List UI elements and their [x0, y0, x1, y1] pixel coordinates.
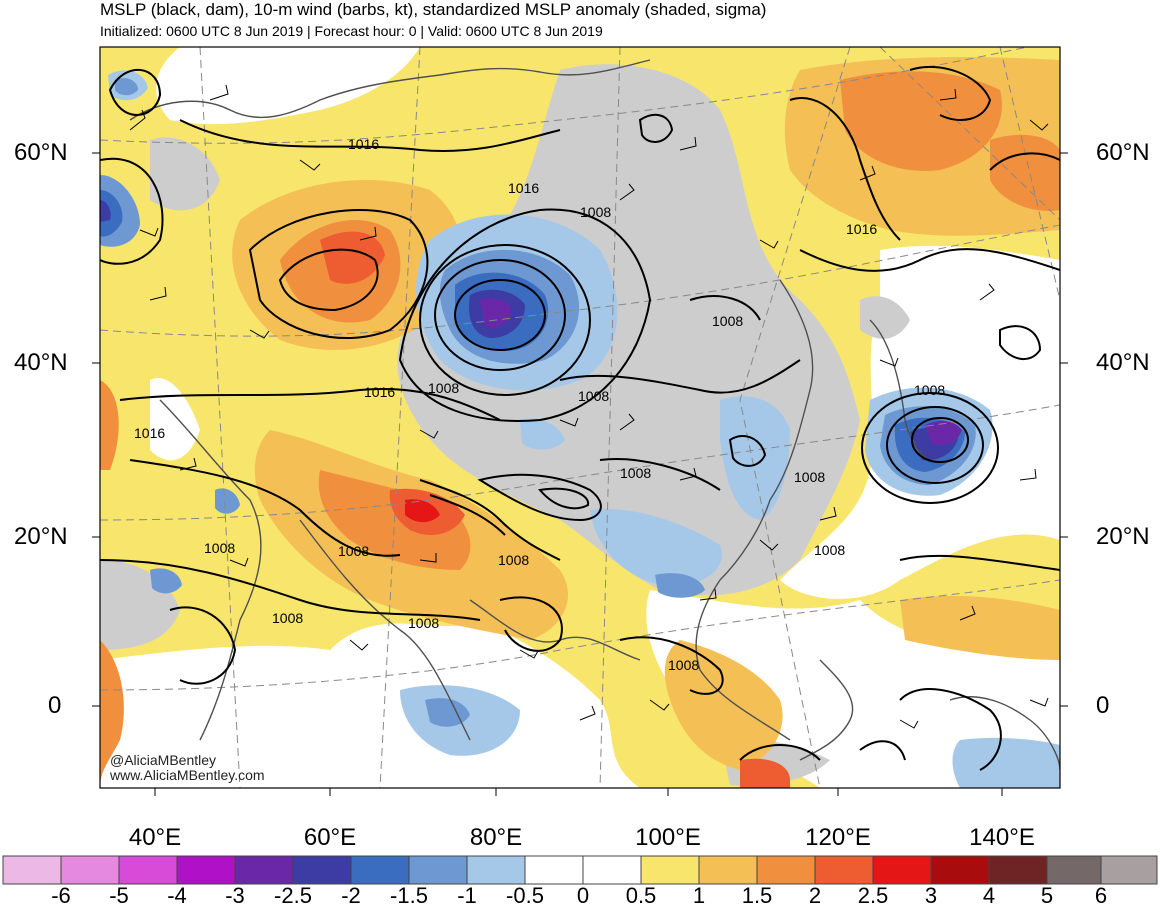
isobar-label: 1008	[428, 380, 459, 396]
isobar-label: 1008	[620, 465, 651, 481]
lat-label-0: 0	[48, 692, 62, 719]
colorbar-swatch	[756, 855, 816, 885]
colorbar-swatch	[60, 855, 120, 885]
colorbar-swatch	[582, 855, 642, 885]
isobar-label: 1008	[814, 542, 845, 558]
colorbar-label: -0.5	[506, 883, 544, 908]
lat-label-60n-right: 60°N	[1096, 139, 1150, 166]
colorbar-label: -1	[457, 883, 477, 908]
colorbar-label: -5	[109, 883, 129, 908]
colorbar-swatch	[1100, 855, 1158, 885]
lat-label-40n-right: 40°N	[1096, 349, 1150, 376]
lon-label-80e: 80°E	[469, 824, 523, 851]
isobar-label: 1016	[364, 384, 395, 400]
isobar-label: 1008	[578, 388, 609, 404]
colorbar-label: -6	[51, 883, 71, 908]
colorbar-swatch	[930, 855, 990, 885]
lon-label-140e: 140°E	[969, 824, 1035, 851]
lat-label-20n: 20°N	[14, 523, 68, 550]
colorbar-swatch	[350, 855, 410, 885]
colorbar-swatch	[2, 855, 62, 885]
credit-website: www.AliciaMBentley.com	[110, 767, 265, 783]
isobar-label: 1008	[272, 610, 303, 626]
colorbar-label: 1	[692, 883, 706, 908]
lon-label-100e: 100°E	[635, 824, 701, 851]
colorbar-label: -1.5	[390, 883, 428, 908]
anomaly-shading	[100, 47, 1060, 788]
colorbar-label: 5	[1040, 883, 1054, 908]
isobar-label: 1008	[338, 543, 369, 559]
isobar-label: 1008	[204, 540, 235, 556]
colorbar-label: 1.5	[741, 883, 773, 908]
isobar-label: 1008	[712, 313, 743, 329]
lat-label-60n: 60°N	[14, 139, 68, 166]
isobar-label: 1008	[498, 552, 529, 568]
isobar-label: 1008	[580, 204, 611, 220]
colorbar-swatch	[698, 855, 758, 885]
colorbar-swatch	[234, 855, 294, 885]
colorbar-label: -4	[167, 883, 187, 908]
colorbar-label: 0.5	[625, 883, 657, 908]
isobar-label: 1016	[846, 221, 877, 237]
colorbar-label: 6	[1094, 883, 1108, 908]
isobar-label: 1016	[508, 180, 539, 196]
colorbar	[2, 855, 1158, 885]
credit-handle: @AliciaMBentley	[110, 752, 217, 768]
lon-label-40e: 40°E	[128, 824, 182, 851]
map-subtitle: Initialized: 0600 UTC 8 Jun 2019 | Forec…	[100, 23, 603, 39]
colorbar-label: 3	[924, 883, 938, 908]
colorbar-label: -2.5	[274, 883, 312, 908]
colorbar-swatch	[1046, 855, 1102, 885]
colorbar-swatch	[524, 855, 584, 885]
map-frame	[99, 46, 1061, 789]
isobar-label: 1008	[914, 382, 945, 398]
isobar-label-group: 1016 1016 1008 1008 1016 1016 1008 1016 …	[134, 136, 945, 673]
wind-barbs	[129, 84, 1049, 729]
colorbar-swatch	[640, 855, 700, 885]
isobar-label: 1016	[134, 425, 165, 441]
lon-label-120e: 120°E	[805, 824, 871, 851]
colorbar-label: 2	[808, 883, 822, 908]
colorbar-swatch	[814, 855, 874, 885]
isobar-label: 1008	[408, 615, 439, 631]
colorbar-swatch	[466, 855, 526, 885]
isobars	[100, 65, 1060, 771]
colorbar-swatch	[292, 855, 352, 885]
isobar-label: 1008	[794, 469, 825, 485]
colorbar-swatch	[176, 855, 236, 885]
lon-label-60e: 60°E	[303, 824, 357, 851]
colorbar-swatch	[872, 855, 932, 885]
lat-label-0-right: 0	[1096, 692, 1110, 719]
colorbar-label: 4	[982, 883, 996, 908]
axis-ticks	[92, 152, 1068, 796]
lat-label-40n: 40°N	[14, 349, 68, 376]
colorbar-swatch	[408, 855, 468, 885]
colorbar-swatch	[118, 855, 178, 885]
lat-label-20n-right: 20°N	[1096, 523, 1150, 550]
isobar-label: 1016	[348, 136, 379, 152]
colorbar-label: -2	[341, 883, 361, 908]
colorbar-label: -3	[225, 883, 245, 908]
isobar-label: 1008	[668, 657, 699, 673]
colorbar-label: 2.5	[857, 883, 889, 908]
colorbar-label: 0	[576, 883, 590, 908]
map-title: MSLP (black, dam), 10-m wind (barbs, kt)…	[100, 0, 767, 19]
colorbar-swatch	[988, 855, 1048, 885]
